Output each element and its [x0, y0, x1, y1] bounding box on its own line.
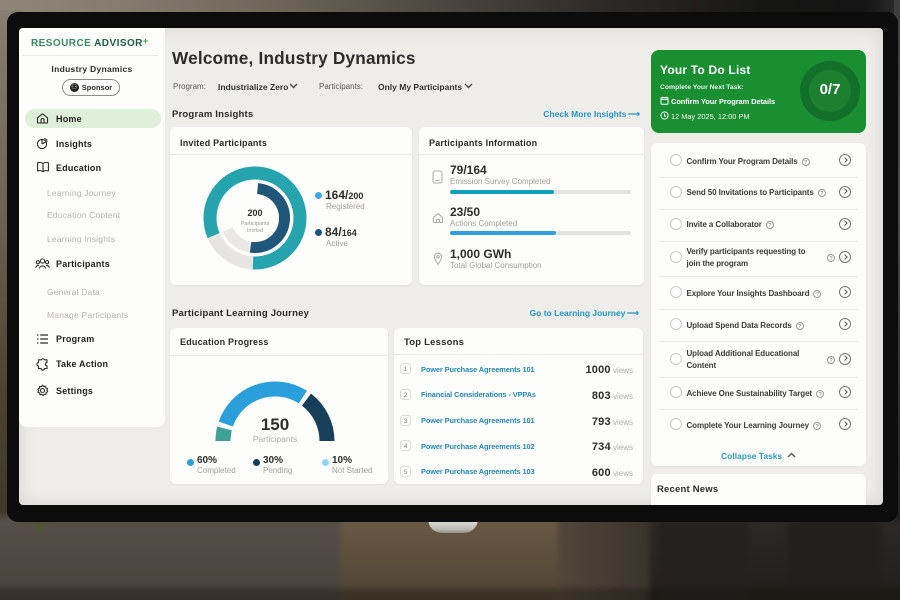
svg-text:150: 150	[261, 415, 289, 434]
svg-text:Participants: Participants	[241, 221, 270, 227]
svg-text:Invited: Invited	[247, 228, 263, 234]
svg-text:200: 200	[247, 208, 262, 218]
